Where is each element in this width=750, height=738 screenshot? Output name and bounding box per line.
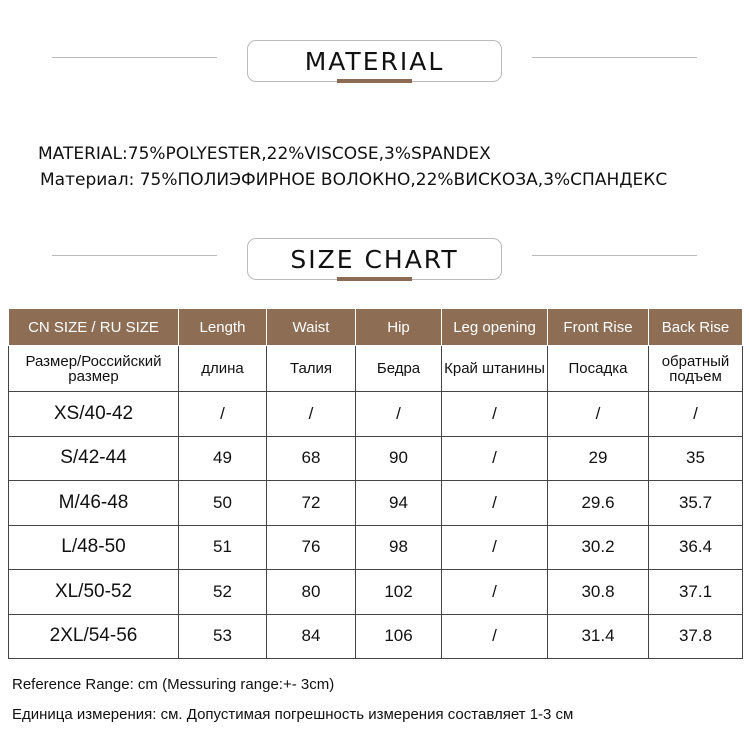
- size-cell: L/48-50: [8, 524, 179, 570]
- column-header-ru: Талия: [266, 345, 356, 392]
- table-cell: 29: [547, 435, 649, 481]
- column-header-ru: Посадка: [547, 345, 649, 392]
- table-cell: 37.8: [648, 613, 743, 659]
- divider: [532, 255, 697, 256]
- table-cell: 37.1: [648, 569, 743, 615]
- table-cell: /: [441, 524, 548, 570]
- column-header: Length: [178, 308, 267, 346]
- column-header: Waist: [266, 308, 356, 346]
- size-chart-table: CN SIZE / RU SIZE Length Waist Hip Leg openi…: [8, 308, 743, 659]
- table-cell: /: [441, 391, 548, 437]
- table-cell: 29.6: [547, 480, 649, 526]
- column-header-ru: Размер/Российский размер: [8, 345, 179, 392]
- divider: [532, 57, 697, 58]
- column-header: CN SIZE / RU SIZE: [8, 308, 179, 346]
- accent-bar: [337, 79, 412, 83]
- table-cell: 94: [355, 480, 442, 526]
- table-cell: /: [648, 391, 743, 437]
- ru-header-row: Размер/Российский размер длина Талия Бедра К…: [8, 345, 743, 392]
- material-ru: Материал: 75%ПОЛИЭФИРНОЕ ВОЛОКНО,22%ВИСК…: [40, 170, 668, 190]
- size-cell: XS/40-42: [8, 391, 179, 437]
- table-row: 2XL/54-56 53 84 106/31.4 37.8: [8, 613, 743, 659]
- table-cell: 102: [355, 569, 442, 615]
- column-header-ru: обратный подъем: [648, 345, 743, 392]
- table-cell: 68: [266, 435, 356, 481]
- material-en: MATERIAL:75%POLYESTER,22%VISCOSE,3%SPAND…: [38, 144, 491, 164]
- table-cell: /: [547, 391, 649, 437]
- accent-bar: [337, 277, 412, 281]
- size-cell: S/42-44: [8, 435, 179, 481]
- size-cell: M/46-48: [8, 480, 179, 526]
- footer-ru: Единица измерения: см. Допустимая погреш…: [12, 706, 574, 723]
- table-cell: 49: [178, 435, 267, 481]
- table-cell: 80: [266, 569, 356, 615]
- table-cell: /: [441, 480, 548, 526]
- table-cell: /: [441, 435, 548, 481]
- footer-en: Reference Range: cm (Messuring range:+- …: [12, 676, 335, 693]
- column-header: Front Rise: [547, 308, 649, 346]
- table-cell: /: [266, 391, 356, 437]
- material-section-header: MATERIAL: [0, 32, 750, 83]
- table-cell: 50: [178, 480, 267, 526]
- table-cell: /: [355, 391, 442, 437]
- table-cell: 76: [266, 524, 356, 570]
- size-chart-section-header: SIZE CHART: [0, 230, 750, 281]
- table-row: XS/40-42// / / / /: [8, 391, 743, 437]
- table-row: L/48-50 51 76 98/30.2 36.4: [8, 524, 743, 570]
- table-cell: 106: [355, 613, 442, 659]
- table-cell: /: [441, 569, 548, 615]
- table-cell: 72: [266, 480, 356, 526]
- column-header-ru: длина: [178, 345, 267, 392]
- divider: [52, 57, 217, 58]
- column-header-ru: Бедра: [355, 345, 442, 392]
- table-cell: 98: [355, 524, 442, 570]
- table-cell: 30.8: [547, 569, 649, 615]
- table-cell: 36.4: [648, 524, 743, 570]
- table-cell: 35: [648, 435, 743, 481]
- table-cell: 35.7: [648, 480, 743, 526]
- table-cell: 30.2: [547, 524, 649, 570]
- column-header-ru: Край штанины: [441, 345, 548, 392]
- divider: [52, 255, 217, 256]
- table-row: S/42-44 49 68 90/29 35: [8, 435, 743, 481]
- table-cell: /: [441, 613, 548, 659]
- size-chart-title: SIZE CHART: [247, 238, 502, 280]
- table-row: XL/50-52 52 80 102/30.8 37.1: [8, 569, 743, 615]
- column-header: Hip: [355, 308, 442, 346]
- table-cell: 31.4: [547, 613, 649, 659]
- size-cell: XL/50-52: [8, 569, 179, 615]
- table-cell: 52: [178, 569, 267, 615]
- header-row: CN SIZE / RU SIZE Length Waist Hip Leg openi…: [8, 308, 743, 346]
- column-header: Back Rise: [648, 308, 743, 346]
- size-cell: 2XL/54-56: [8, 613, 179, 659]
- table-cell: 84: [266, 613, 356, 659]
- table-cell: 51: [178, 524, 267, 570]
- table-row: M/46-48 50 72 94/29.6 35.7: [8, 480, 743, 526]
- table-cell: /: [178, 391, 267, 437]
- table-cell: 53: [178, 613, 267, 659]
- material-title: MATERIAL: [247, 40, 502, 82]
- column-header: Leg opening: [441, 308, 548, 346]
- table-cell: 90: [355, 435, 442, 481]
